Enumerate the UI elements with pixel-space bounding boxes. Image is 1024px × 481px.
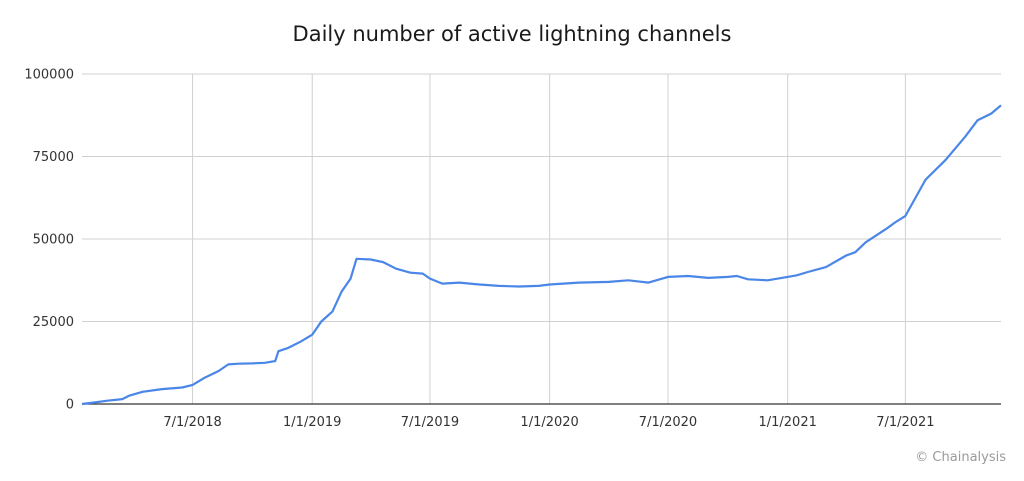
series-line bbox=[81, 104, 1002, 406]
x-tick-label: 7/1/2020 bbox=[639, 415, 697, 430]
y-tick-label: 100000 bbox=[24, 68, 74, 83]
y-tick-label: 0 bbox=[66, 398, 74, 413]
chart-title: Daily number of active lightning channel… bbox=[292, 22, 732, 46]
x-tick-label: 7/1/2018 bbox=[163, 415, 221, 430]
x-tick-label: 7/1/2019 bbox=[401, 415, 459, 430]
x-tick-label: 7/1/2021 bbox=[876, 415, 934, 430]
vertical-gridlines bbox=[192, 74, 906, 404]
horizontal-gridlines bbox=[82, 73, 1001, 322]
x-tick-label: 1/1/2020 bbox=[520, 415, 578, 430]
y-tick-label: 25000 bbox=[33, 315, 74, 330]
y-tick-label: 50000 bbox=[33, 233, 74, 248]
x-axis-tick-labels: 7/1/2018 1/1/2019 7/1/2019 1/1/2020 7/1/2020… bbox=[163, 415, 934, 430]
x-tick-label: 1/1/2019 bbox=[283, 415, 341, 430]
y-tick-label: 75000 bbox=[33, 150, 74, 165]
x-tick-label: 1/1/2021 bbox=[758, 415, 816, 430]
y-axis-tick-labels: 0 25000 50000 75000 100000 bbox=[24, 68, 74, 413]
credit-watermark: © Chainalysis bbox=[915, 450, 1006, 465]
